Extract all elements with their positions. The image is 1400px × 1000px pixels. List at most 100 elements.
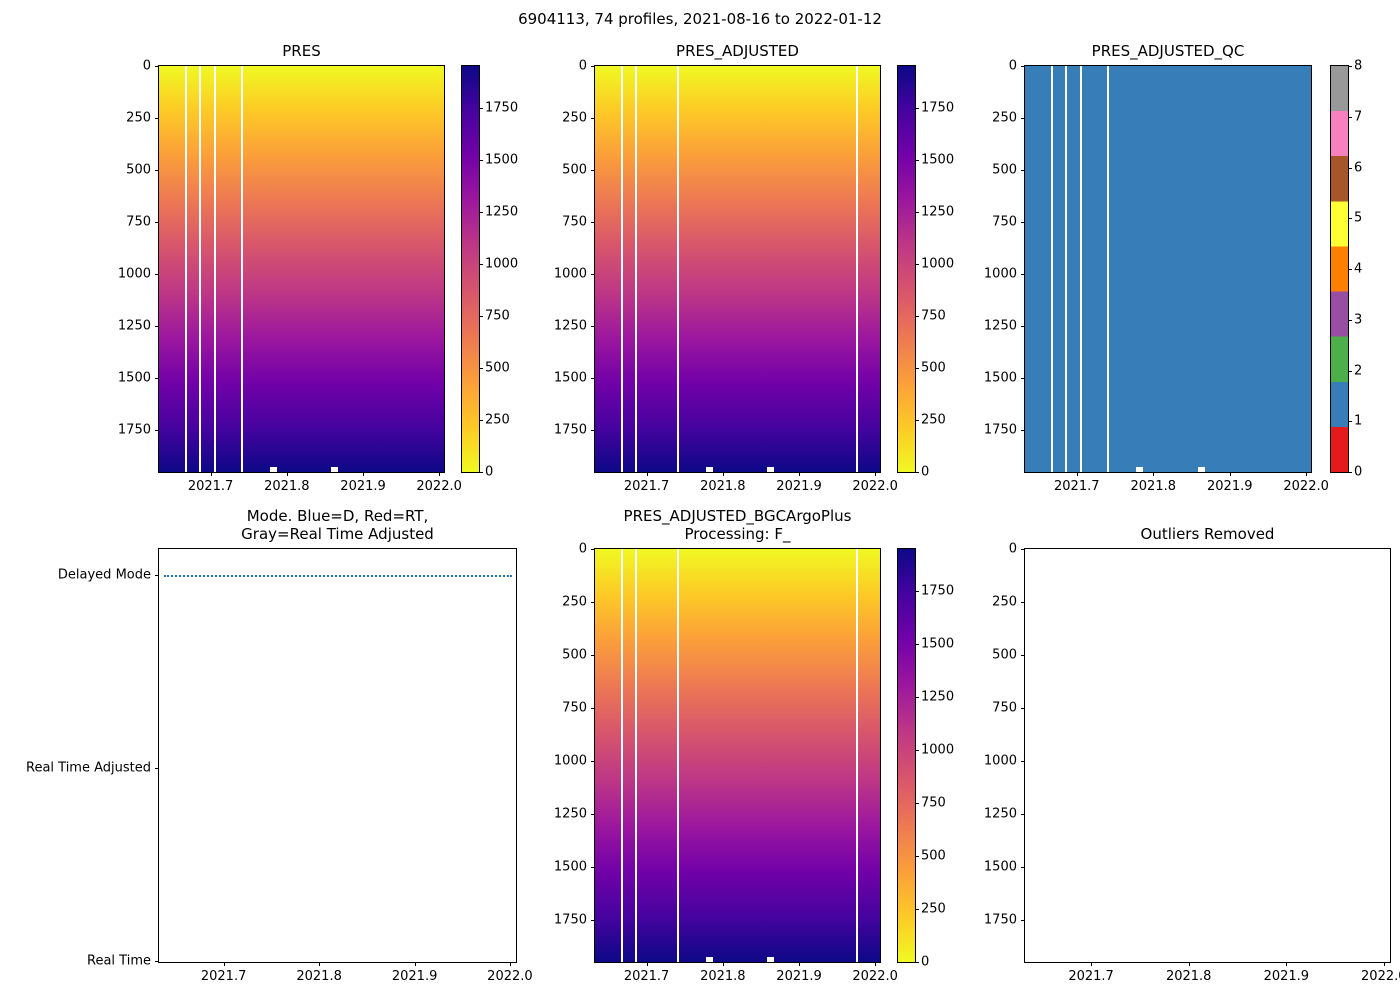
y-tick-label: 0 (578, 58, 587, 74)
colorbar-tick-label: 1500 (485, 152, 519, 168)
x-tick-label: 2022.0 (852, 969, 898, 984)
x-tick-label: 2022.0 (416, 479, 462, 494)
y-tick-label: 1250 (117, 318, 151, 334)
colorbar-tick-mark (915, 750, 919, 752)
y-tick-label: 500 (562, 162, 587, 178)
y-tick-label: 250 (562, 594, 587, 610)
y-tick-mark (591, 919, 595, 921)
shallow-profile-mark (706, 467, 713, 472)
colorbar-tick-label: 1250 (921, 204, 955, 220)
x-tick-mark (1383, 962, 1385, 966)
colorbar-tick-label: 250 (921, 901, 946, 917)
x-tick-label: 2021.7 (187, 479, 234, 494)
y-tick-mark (591, 222, 595, 224)
x-tick-label: 2022.0 (1361, 969, 1400, 984)
y-tick-mark (591, 430, 595, 432)
pres-heatmap (159, 66, 444, 472)
y-tick-label: 1000 (553, 753, 587, 769)
colorbar-tick-label: 0 (485, 464, 494, 480)
colorbar-tick-label: 2 (1354, 363, 1363, 378)
y-tick-mark (1021, 813, 1025, 815)
pres-adjusted-qc-colorbar: 8 7 6 5 4 3 2 1 0 (1330, 60, 1362, 479)
outliers-plot: Outliers Removed 0 250 500 750 1000 1250… (984, 525, 1400, 983)
x-tick-mark (286, 472, 288, 476)
y-tick-mark (155, 378, 159, 380)
pres-adjusted-colorbar: 1750 1500 1250 1000 750 500 250 0 (897, 65, 954, 479)
colorbar-tick-label: 250 (485, 412, 510, 428)
delayed-mode-line (164, 575, 513, 578)
y-tick-label: 0 (1008, 58, 1017, 74)
pres-adjusted-title: PRES_ADJUSTED (676, 42, 799, 60)
missing-profile-gap (199, 66, 202, 472)
colorbar-tick-label: 1750 (921, 583, 955, 599)
colorbar-tick-mark (915, 211, 919, 213)
colorbar-tick-label: 6 (1354, 160, 1363, 175)
x-tick-mark (1229, 472, 1231, 476)
y-tick-label: 1000 (553, 266, 587, 282)
y-tick-label: Real Time Adjusted (26, 760, 151, 776)
y-tick-mark (155, 961, 159, 963)
colorbar-tick-mark (1348, 319, 1352, 321)
y-tick-mark (591, 170, 595, 172)
pres-adjusted-heatmap (595, 66, 880, 472)
y-tick-label: 1250 (983, 806, 1017, 822)
colorbar-tick-label: 3 (1354, 312, 1363, 328)
y-tick-mark (155, 274, 159, 276)
x-tick-mark (1153, 472, 1155, 476)
y-tick-mark (155, 326, 159, 328)
y-tick-mark (1021, 118, 1025, 120)
colorbar-tick-label: 1000 (485, 256, 519, 272)
colorbar-tick-mark (479, 159, 483, 161)
y-tick-label: 750 (562, 214, 587, 230)
mode-title-line1: Mode. Blue=D, Red=RT, (246, 506, 429, 525)
y-tick-label: 250 (992, 594, 1017, 610)
bgc-title-line2: Processing: F_ (684, 525, 791, 544)
y-tick-mark (1021, 170, 1025, 172)
x-tick-mark (646, 962, 648, 966)
y-tick-label: 1000 (983, 753, 1017, 769)
x-tick-label: 2021.9 (1207, 479, 1253, 494)
y-tick-mark (591, 760, 595, 762)
x-tick-mark (1091, 962, 1093, 966)
bgc-title: PRES_ADJUSTED_BGCArgoPlus Processing: F_ (624, 507, 852, 545)
x-tick-mark (509, 962, 511, 966)
y-tick-label: 500 (992, 647, 1017, 663)
x-tick-label: 2021.7 (1054, 479, 1100, 494)
y-tick-label: 500 (562, 647, 587, 663)
outliers-title: Outliers Removed (1140, 525, 1275, 543)
colorbar-tick-mark (479, 211, 483, 213)
bgc-heatmap (595, 549, 880, 962)
colorbar-tick-label: 750 (921, 795, 946, 811)
y-tick-mark (1021, 326, 1025, 328)
colorbar-tick-mark (479, 263, 483, 265)
colorbar-tick-label: 500 (485, 360, 510, 376)
x-tick-mark (1286, 962, 1288, 966)
y-tick-label: 1250 (553, 806, 587, 822)
colorbar-tick-mark (915, 644, 919, 646)
y-tick-label: 1500 (117, 370, 151, 386)
colorbar-tick-mark (915, 803, 919, 805)
colorbar-tick-label: 1750 (485, 100, 519, 116)
y-tick-label: Delayed Mode (57, 567, 151, 583)
y-tick-label: 750 (992, 700, 1017, 716)
y-tick-label: 1750 (983, 422, 1017, 438)
y-tick-mark (591, 601, 595, 603)
colorbar-tick-label: 750 (485, 308, 510, 324)
y-tick-mark (1021, 760, 1025, 762)
colorbar-tick-label: 0 (921, 954, 930, 970)
pres-colorbar: 1750 1500 1250 1000 750 500 250 0 (461, 65, 518, 479)
x-tick-label: 2021.9 (776, 479, 822, 494)
y-tick-mark (591, 866, 595, 868)
colorbar-tick-label: 1500 (921, 152, 955, 168)
colorbar-tick-mark (1348, 167, 1352, 169)
colorbar-tick-mark (479, 419, 483, 421)
x-tick-mark (722, 962, 724, 966)
shallow-profile-mark (706, 957, 713, 962)
x-tick-mark (363, 472, 365, 476)
colorbar-tick-mark (915, 591, 919, 593)
missing-profile-gap (213, 66, 216, 472)
y-tick-mark (591, 549, 595, 550)
y-tick-label: 250 (562, 110, 587, 126)
colorbar-tick-label: 5 (1354, 210, 1363, 226)
missing-profile-gap (676, 66, 679, 472)
